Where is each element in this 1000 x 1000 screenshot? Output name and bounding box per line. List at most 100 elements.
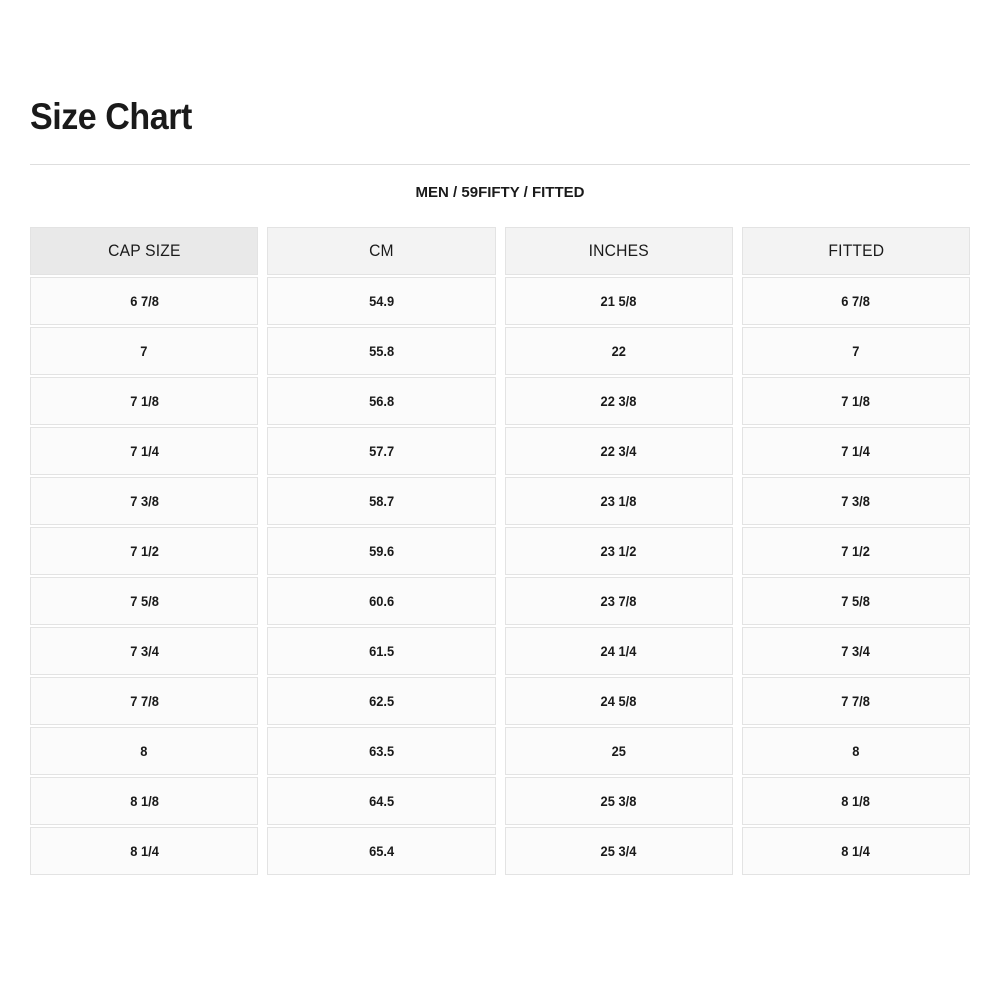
cell-row9-cap-size: 7 7/8 — [30, 677, 259, 725]
column-header-fitted-label: FITTED — [827, 241, 884, 260]
cell-row1-fitted: 6 7/8 — [741, 277, 970, 325]
cell-row11-cm: 64.5 — [267, 777, 496, 825]
cell-row5-cap-size: 7 3/8 — [30, 477, 259, 525]
cell-row6-inches: 23 1/2 — [504, 527, 733, 575]
cell-row7-cm: 60.6 — [267, 577, 496, 625]
divider — [30, 164, 970, 165]
cell-row11-fitted-label: 8 1/8 — [841, 793, 871, 809]
cell-row4-inches: 22 3/4 — [504, 427, 733, 475]
cell-row1-cap-size-label: 6 7/8 — [129, 293, 159, 309]
cell-row2-fitted: 7 — [741, 327, 970, 375]
cell-row12-cap-size-label: 8 1/4 — [129, 843, 159, 859]
cell-row6-inches-label: 23 1/2 — [600, 543, 637, 559]
cell-row3-cm: 56.8 — [267, 377, 496, 425]
cell-row12-inches: 25 3/4 — [504, 827, 733, 875]
cell-row9-fitted-label: 7 7/8 — [841, 693, 871, 709]
cell-row4-inches-label: 22 3/4 — [600, 443, 637, 459]
cell-row5-inches: 23 1/8 — [504, 477, 733, 525]
cell-row5-cap-size-label: 7 3/8 — [129, 493, 159, 509]
cell-row7-cap-size-label: 7 5/8 — [129, 593, 159, 609]
column-header-fitted: FITTED — [741, 227, 970, 275]
cell-row7-fitted-label: 7 5/8 — [841, 593, 871, 609]
cell-row4-fitted: 7 1/4 — [741, 427, 970, 475]
cell-row2-inches-label: 22 — [611, 343, 626, 359]
column-header-cap-size-label: CAP SIZE — [107, 241, 181, 260]
cell-row12-fitted: 8 1/4 — [741, 827, 970, 875]
cell-row9-inches-label: 24 5/8 — [600, 693, 637, 709]
cell-row3-cap-size: 7 1/8 — [30, 377, 259, 425]
cell-row9-fitted: 7 7/8 — [741, 677, 970, 725]
cell-row11-inches: 25 3/8 — [504, 777, 733, 825]
column-header-cap-size: CAP SIZE — [30, 227, 259, 275]
cell-row6-cap-size: 7 1/2 — [30, 527, 259, 575]
cell-row11-cm-label: 64.5 — [368, 793, 394, 809]
cell-row12-cap-size: 8 1/4 — [30, 827, 259, 875]
cell-row11-cap-size: 8 1/8 — [30, 777, 259, 825]
cell-row5-inches-label: 23 1/8 — [600, 493, 637, 509]
cell-row10-fitted-label: 8 — [852, 743, 860, 759]
cell-row2-fitted-label: 7 — [852, 343, 860, 359]
cell-row7-inches: 23 7/8 — [504, 577, 733, 625]
cell-row1-inches-label: 21 5/8 — [600, 293, 637, 309]
cell-row5-cm: 58.7 — [267, 477, 496, 525]
column-header-inches-label: INCHES — [588, 241, 649, 260]
size-table: CAP SIZE CM INCHES FITTED 6 7/8 54.9 21 5/8 6 7… — [30, 227, 970, 875]
cell-row8-fitted-label: 7 3/4 — [841, 643, 871, 659]
cell-row9-cap-size-label: 7 7/8 — [129, 693, 159, 709]
column-header-cm: CM — [267, 227, 496, 275]
cell-row8-cm-label: 61.5 — [368, 643, 394, 659]
cell-row3-cm-label: 56.8 — [368, 393, 394, 409]
cell-row3-cap-size-label: 7 1/8 — [129, 393, 159, 409]
page-title: Size Chart — [30, 96, 192, 137]
cell-row1-cm-label: 54.9 — [368, 293, 394, 309]
table-subtitle: MEN / 59FIFTY / FITTED — [415, 184, 585, 201]
cell-row2-inches: 22 — [504, 327, 733, 375]
column-header-cm-label: CM — [369, 241, 394, 260]
cell-row10-cm-label: 63.5 — [368, 743, 394, 759]
cell-row10-inches-label: 25 — [611, 743, 626, 759]
cell-row7-fitted: 7 5/8 — [741, 577, 970, 625]
cell-row4-cm: 57.7 — [267, 427, 496, 475]
cell-row8-cap-size: 7 3/4 — [30, 627, 259, 675]
cell-row10-cap-size: 8 — [30, 727, 259, 775]
cell-row6-cm: 59.6 — [267, 527, 496, 575]
cell-row1-inches: 21 5/8 — [504, 277, 733, 325]
cell-row12-cm-label: 65.4 — [368, 843, 394, 859]
cell-row11-fitted: 8 1/8 — [741, 777, 970, 825]
cell-row1-cap-size: 6 7/8 — [30, 277, 259, 325]
cell-row5-cm-label: 58.7 — [368, 493, 394, 509]
cell-row9-inches: 24 5/8 — [504, 677, 733, 725]
cell-row4-cap-size-label: 7 1/4 — [129, 443, 159, 459]
cell-row11-inches-label: 25 3/8 — [600, 793, 637, 809]
cell-row10-inches: 25 — [504, 727, 733, 775]
cell-row4-cap-size: 7 1/4 — [30, 427, 259, 475]
cell-row6-cm-label: 59.6 — [368, 543, 394, 559]
cell-row9-cm-label: 62.5 — [368, 693, 394, 709]
cell-row2-cap-size: 7 — [30, 327, 259, 375]
cell-row2-cm-label: 55.8 — [368, 343, 394, 359]
cell-row12-fitted-label: 8 1/4 — [841, 843, 871, 859]
cell-row1-cm: 54.9 — [267, 277, 496, 325]
cell-row6-cap-size-label: 7 1/2 — [129, 543, 159, 559]
cell-row8-cm: 61.5 — [267, 627, 496, 675]
cell-row8-inches: 24 1/4 — [504, 627, 733, 675]
cell-row3-inches-label: 22 3/8 — [600, 393, 637, 409]
cell-row3-fitted: 7 1/8 — [741, 377, 970, 425]
cell-row11-cap-size-label: 8 1/8 — [129, 793, 159, 809]
column-header-inches: INCHES — [504, 227, 733, 275]
cell-row10-cap-size-label: 8 — [140, 743, 148, 759]
cell-row8-cap-size-label: 7 3/4 — [129, 643, 159, 659]
cell-row5-fitted-label: 7 3/8 — [841, 493, 871, 509]
cell-row2-cm: 55.8 — [267, 327, 496, 375]
cell-row7-inches-label: 23 7/8 — [600, 593, 637, 609]
size-chart-page: Size Chart MEN / 59FIFTY / FITTED CAP SI… — [0, 98, 1000, 875]
cell-row12-cm: 65.4 — [267, 827, 496, 875]
cell-row8-inches-label: 24 1/4 — [600, 643, 637, 659]
cell-row8-fitted: 7 3/4 — [741, 627, 970, 675]
cell-row5-fitted: 7 3/8 — [741, 477, 970, 525]
cell-row4-cm-label: 57.7 — [368, 443, 394, 459]
cell-row10-fitted: 8 — [741, 727, 970, 775]
cell-row6-fitted: 7 1/2 — [741, 527, 970, 575]
cell-row9-cm: 62.5 — [267, 677, 496, 725]
cell-row2-cap-size-label: 7 — [140, 343, 148, 359]
